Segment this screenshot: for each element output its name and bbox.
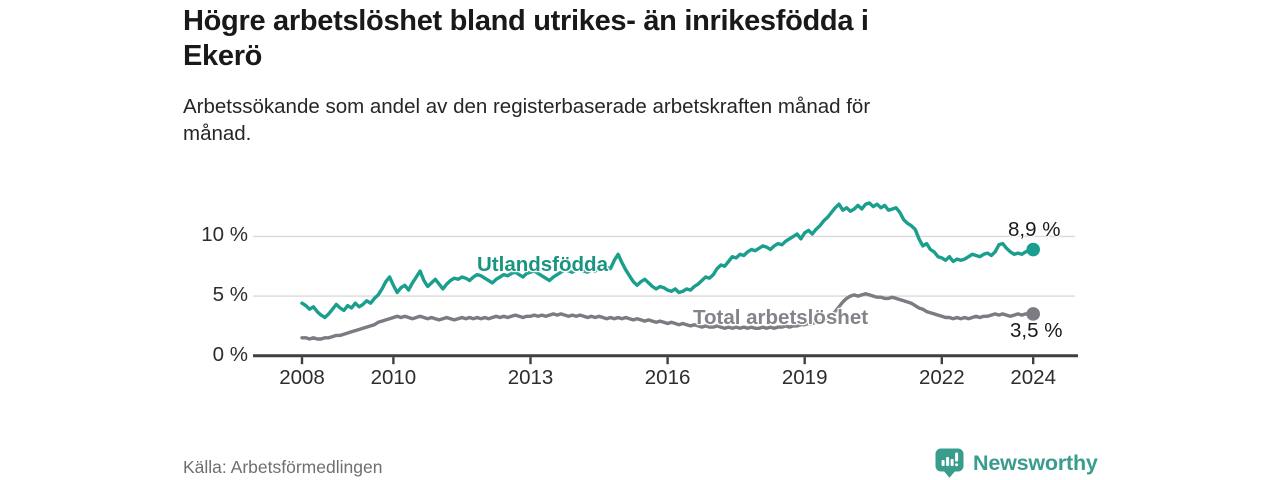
x-axis-label: 2022 [918, 366, 965, 389]
series-line-1 [300, 292, 1035, 341]
x-axis-label: 2019 [781, 366, 828, 389]
x-axis-label: 2024 [1010, 366, 1056, 389]
series-end-dot-0 [1026, 242, 1040, 257]
x-axis-label: 2010 [370, 366, 417, 389]
series-line-0 [300, 201, 1035, 320]
series-label-utlandsfodda: Utlandsfödda [477, 253, 608, 276]
x-axis-label: 2016 [644, 366, 691, 389]
series-label-total-arbetsloshet: Total arbetslöshet [693, 306, 869, 329]
y-axis-label: 10 % [201, 223, 248, 247]
end-value-utlandsfodda: 8,9 % [1008, 218, 1061, 241]
x-axis-label: 2008 [279, 366, 325, 389]
source-note: Källa: Arbetsförmedlingen [183, 457, 383, 477]
x-axis-label: 2013 [507, 366, 554, 389]
chart-title: Högre arbetslöshet bland utrikes- än inr… [183, 5, 869, 73]
y-axis-label: 5 % [212, 283, 248, 307]
end-value-total-arbetsloshet: 3,5 % [1010, 319, 1063, 342]
bar-chart-speech-bubble-icon [935, 448, 964, 478]
newsworthy-logo: Newsworthy [934, 446, 1098, 480]
chart-subtitle: Arbetssökande som andel av den registerb… [183, 95, 871, 146]
y-axis-label: 0 % [212, 342, 248, 366]
brand-name: Newsworthy [973, 450, 1098, 475]
series-end-dot-1 [1026, 307, 1040, 321]
